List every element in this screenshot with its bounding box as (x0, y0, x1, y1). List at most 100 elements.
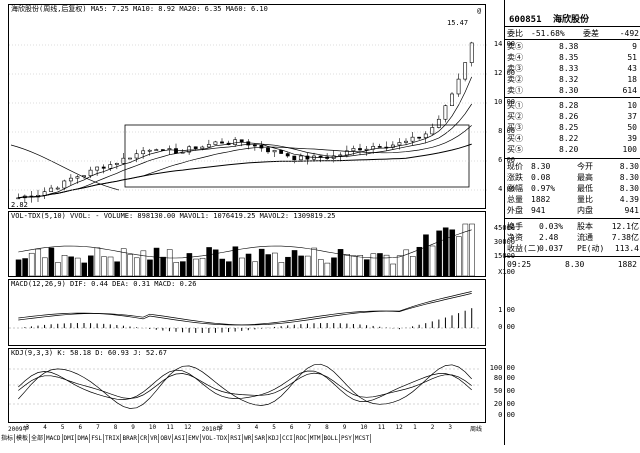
indicator-tab[interactable]: BOLL (323, 434, 340, 443)
quote-row: 总量 1882 量比 4.39 (505, 194, 640, 205)
volume-bar (153, 247, 160, 277)
indicator-tab[interactable]: DMI (63, 434, 77, 443)
volume-bar (449, 229, 456, 277)
time-axis-label: 2010年 (201, 426, 223, 433)
volume-bar (206, 247, 212, 277)
quote-row: 外盘 941 内盘 941 (505, 205, 640, 216)
indicator-tab[interactable]: MCST (354, 434, 372, 443)
indicator-tab[interactable]: SAR (254, 434, 268, 443)
ask-volume: 614 (622, 86, 637, 95)
macd-panel[interactable]: MACD(12,26,9) DIF: 0.44 DEA: 0.31 MACD: … (8, 279, 515, 347)
indicator-tab[interactable]: OBV (160, 434, 174, 443)
indicator-tab[interactable]: EMV (188, 434, 201, 443)
time-axis-label: 7 (96, 424, 100, 431)
indicator-tab[interactable]: BRAR (122, 434, 139, 443)
volume-bar (364, 259, 370, 277)
kline-candle (200, 146, 205, 149)
indicator-tab[interactable]: 全部 (31, 434, 46, 443)
stock-name: 海欣股份 (552, 15, 589, 25)
top-marker: @ (477, 7, 482, 15)
quote-value-2: 4.39 (619, 195, 639, 204)
indicator-tab[interactable]: PSY (340, 434, 354, 443)
volume-bar (298, 255, 304, 277)
volume-bar (265, 254, 272, 277)
bid-price: 8.20 (559, 145, 579, 154)
indicator-tab[interactable]: RSI (230, 434, 244, 443)
period-label[interactable]: 周线 (470, 426, 483, 433)
kline-candle (187, 146, 192, 153)
volume-bar (304, 255, 311, 277)
kline-candle (108, 164, 113, 169)
volume-bar (456, 236, 462, 277)
ask-row: 卖② 8.32 18 (505, 74, 640, 85)
kline-candle (213, 141, 218, 145)
bid-price: 8.26 (559, 112, 579, 121)
volume-bar (252, 261, 258, 277)
indicator-tab[interactable]: DMA (77, 434, 91, 443)
consolidation-box (124, 124, 470, 188)
volume-chart[interactable] (9, 212, 487, 278)
quote-value-2: 8.30 (619, 173, 639, 182)
time-axis-label: 3 (25, 424, 30, 431)
kline-candle (68, 177, 73, 182)
macd-y-tick-0: 0.00 (498, 323, 515, 331)
time-axis-label: 8 (113, 424, 118, 431)
kline-y-tick-6: 6.00 (498, 156, 515, 164)
volume-bar (120, 248, 127, 277)
volume-bar (344, 254, 350, 277)
kline-candle (141, 150, 146, 155)
time-axis-label: 4 (43, 424, 47, 431)
webi-row: 委比 -51.68% 委差 -492 (505, 28, 640, 39)
ask-row: 卖① 8.30 614 (505, 85, 640, 96)
indicator-tab[interactable]: ROC (295, 434, 309, 443)
trade-price: 8.30 (565, 260, 585, 269)
indicator-tab[interactable]: MACD (46, 434, 63, 443)
kdj-chart[interactable] (9, 349, 487, 424)
volume-bar (390, 263, 396, 277)
indicator-tab[interactable]: 模板 (16, 434, 31, 443)
volume-bar (239, 257, 245, 277)
indicator-tab[interactable]: KDJ (268, 434, 281, 443)
volume-bar (94, 247, 101, 277)
bid-price: 8.28 (559, 101, 579, 110)
webi-label: 委比 (507, 29, 523, 38)
volume-bar (370, 253, 377, 277)
kline-chart[interactable] (9, 5, 487, 210)
trade-tick-row[interactable]: 09:25 8.30 1882 (505, 259, 640, 270)
ask-row: 卖⑤ 8.38 9 (505, 41, 640, 52)
kdj-panel[interactable]: KDJ(9,3,3) K: 58.18 D: 60.93 J: 52.67 10… (8, 348, 515, 424)
indicator-tab[interactable]: TRIX (105, 434, 122, 443)
indicator-tab[interactable]: WR (244, 434, 254, 443)
indicator-tab[interactable]: VOL-TDX (201, 434, 230, 443)
quote-sidebar: 600851 海欣股份 委比 -51.68% 委差 -492 卖⑤ 8.38 9 卖④… (504, 0, 640, 445)
indicator-tab[interactable]: VR (150, 434, 160, 443)
kline-candle (55, 187, 60, 190)
time-axis-label: 10 (360, 424, 368, 431)
volume-bar (285, 256, 291, 277)
ask-volume: 9 (632, 42, 637, 51)
macd-chart[interactable] (9, 280, 487, 347)
kline-candle (423, 133, 428, 138)
low-price-label: 2.82 (11, 201, 28, 209)
kline-panel[interactable]: 海欣股份(周线,后复权) MA5: 7.25 MA10: 8.92 MA20: … (8, 4, 515, 210)
ask-price: 8.32 (559, 75, 579, 84)
quote-value: 1882 (531, 195, 551, 204)
kline-candle (318, 155, 323, 158)
volume-bar (416, 246, 423, 277)
volume-ma-line (18, 229, 472, 259)
volume-panel[interactable]: VOL-TDX(5,10) VVOL: - VOLUME: 898130.00 … (8, 211, 515, 278)
kline-candle (292, 155, 297, 161)
bid-row: 买③ 8.25 50 (505, 122, 640, 133)
indicator-tab[interactable]: ASI (174, 434, 188, 443)
kline-candle (174, 148, 178, 154)
bid-volume: 100 (622, 145, 637, 154)
indicator-tab[interactable]: FSL (91, 434, 105, 443)
indicator-tab[interactable]: CCI (282, 434, 295, 443)
indicator-tab[interactable]: 指标 (1, 434, 16, 443)
quote-value-2: 8.30 (619, 162, 639, 171)
volume-header: VOL-TDX(5,10) VVOL: - VOLUME: 898130.00 … (11, 212, 336, 220)
kdj-k-line (18, 369, 472, 402)
indicator-tab[interactable]: CR (139, 434, 150, 443)
volume-bar (114, 261, 120, 277)
indicator-tab[interactable]: MTM (309, 434, 323, 443)
